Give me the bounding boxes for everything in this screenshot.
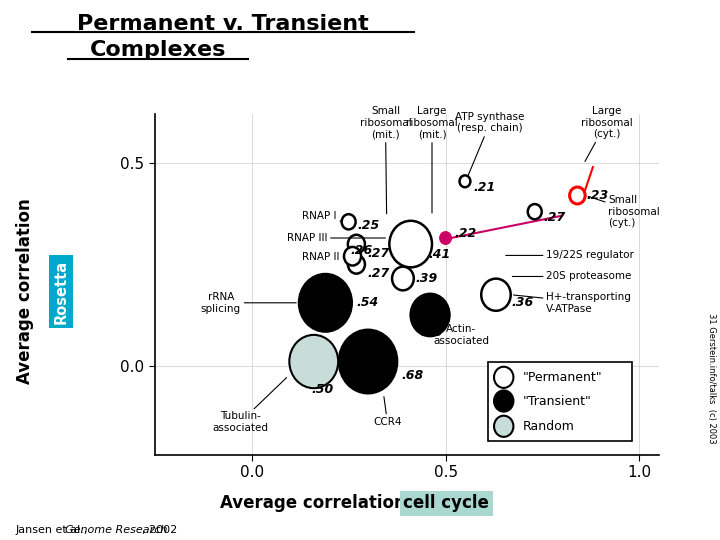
Text: ATP synthase
(resp. chain): ATP synthase (resp. chain) xyxy=(456,112,525,176)
Text: .41: .41 xyxy=(428,248,451,261)
Text: Average correlation: Average correlation xyxy=(220,494,406,512)
Ellipse shape xyxy=(410,294,449,336)
Ellipse shape xyxy=(342,214,356,230)
Text: .36: .36 xyxy=(511,296,534,309)
Ellipse shape xyxy=(494,367,513,388)
Text: Permanent v. Transient: Permanent v. Transient xyxy=(77,14,369,33)
Ellipse shape xyxy=(344,247,361,266)
Text: Complexes: Complexes xyxy=(90,40,227,60)
Text: Large
ribosomal
(cyt.): Large ribosomal (cyt.) xyxy=(580,106,632,161)
Text: rRNA
splicing: rRNA splicing xyxy=(201,292,296,314)
Text: Genome Research: Genome Research xyxy=(65,524,167,535)
Text: 31 Gerstein.info/talks  (c) 2003: 31 Gerstein.info/talks (c) 2003 xyxy=(707,313,716,443)
Text: "Transient": "Transient" xyxy=(523,395,592,408)
Text: Average correlation: Average correlation xyxy=(16,199,35,384)
Ellipse shape xyxy=(339,330,397,393)
Ellipse shape xyxy=(459,176,470,187)
Text: Random: Random xyxy=(523,420,575,433)
Ellipse shape xyxy=(392,267,414,291)
Text: RNAP II: RNAP II xyxy=(302,252,344,262)
Text: Small
ribosomal
(mit.): Small ribosomal (mit.) xyxy=(359,106,411,214)
Text: , 2002: , 2002 xyxy=(142,524,177,535)
Ellipse shape xyxy=(348,235,365,253)
Text: .25: .25 xyxy=(358,219,380,232)
Ellipse shape xyxy=(440,232,451,244)
Text: .39: .39 xyxy=(415,272,438,285)
Text: .27: .27 xyxy=(367,267,390,280)
Ellipse shape xyxy=(494,416,513,437)
Text: .46: .46 xyxy=(420,326,442,339)
Text: .54: .54 xyxy=(356,296,379,309)
Ellipse shape xyxy=(481,279,510,311)
Text: .21: .21 xyxy=(474,181,496,194)
Ellipse shape xyxy=(289,335,338,388)
Text: Actin-
associated: Actin- associated xyxy=(433,320,489,346)
Text: cell cycle: cell cycle xyxy=(403,494,490,512)
Bar xyxy=(488,362,631,441)
Text: Jansen et al.,: Jansen et al., xyxy=(16,524,91,535)
Text: 20S proteasome: 20S proteasome xyxy=(513,272,631,281)
Ellipse shape xyxy=(494,390,513,411)
Ellipse shape xyxy=(299,274,352,332)
Text: .23: .23 xyxy=(586,189,608,202)
Text: Tubulin-
associated: Tubulin- associated xyxy=(212,377,287,433)
Text: H+-transporting
V-ATPase: H+-transporting V-ATPase xyxy=(513,292,631,314)
Text: .50: .50 xyxy=(312,382,334,396)
Text: .68: .68 xyxy=(401,369,423,382)
Text: "Permanent": "Permanent" xyxy=(523,371,603,384)
Ellipse shape xyxy=(528,204,541,219)
Text: .27: .27 xyxy=(544,211,565,224)
Text: .22: .22 xyxy=(455,227,477,240)
Ellipse shape xyxy=(348,255,365,274)
Text: .26: .26 xyxy=(350,245,372,258)
Text: Large
ribosomal
(mit.): Large ribosomal (mit.) xyxy=(406,106,458,213)
Text: 19/22S regulator: 19/22S regulator xyxy=(505,251,634,260)
Text: Small
ribosomal
(cyt.): Small ribosomal (cyt.) xyxy=(588,195,660,228)
Text: RNAP I: RNAP I xyxy=(302,211,342,221)
Ellipse shape xyxy=(570,187,585,204)
Text: Rosetta: Rosetta xyxy=(54,260,68,323)
Text: CCR4: CCR4 xyxy=(373,397,402,427)
Text: .27: .27 xyxy=(367,247,390,260)
Ellipse shape xyxy=(390,221,432,267)
Text: RNAP III: RNAP III xyxy=(287,233,385,243)
